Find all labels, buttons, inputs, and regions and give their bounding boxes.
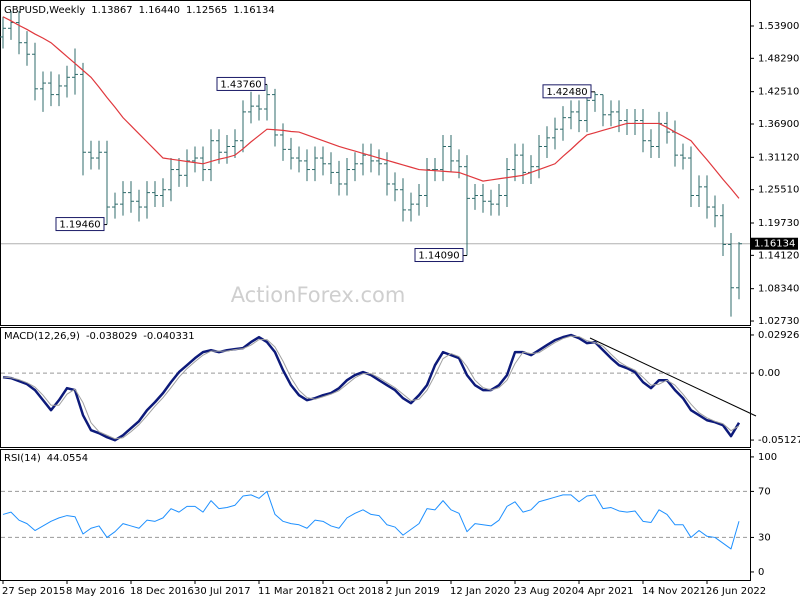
moving-average: [2, 16, 740, 199]
y-tick-label: 1.02730: [758, 316, 799, 327]
panel-title: RSI(14): [4, 453, 41, 464]
x-tick-label: 8 May 2016: [66, 586, 125, 597]
x-tick-label: 11 Mar 2018: [258, 586, 321, 597]
y-tick-label: 1.25510: [758, 185, 799, 196]
header-value: 1.16440: [139, 5, 180, 16]
header-value: 1.13867: [91, 5, 132, 16]
y-tick-label: 0: [758, 567, 764, 578]
x-tick-label: 4 Apr 2021: [578, 586, 633, 597]
header-value: -0.038029: [86, 331, 137, 342]
header-value: 44.0554: [47, 453, 88, 464]
annotation-label: 1.14090: [418, 251, 459, 262]
x-tick-label: 26 Jun 2022: [706, 586, 766, 597]
y-tick-label: 70: [758, 486, 771, 497]
panel-title: MACD(12,26,9): [4, 331, 80, 342]
y-tick-label: -0.051279: [758, 435, 800, 446]
y-tick-label: 1.14120: [758, 250, 799, 261]
y-tick-label: 1.19730: [758, 218, 799, 229]
x-tick-label: 2 Jun 2019: [386, 586, 440, 597]
last-price-box: [751, 237, 798, 250]
header-value: 1.12565: [186, 5, 227, 16]
panel-header: RSI(14) 44.0554: [4, 453, 88, 464]
y-tick-label: 30: [758, 532, 771, 543]
rsi-panel: [0, 449, 751, 581]
annotation-box: [216, 76, 266, 91]
indicator-line: [2, 335, 740, 440]
annotation-box: [55, 217, 105, 232]
indicator-line: [2, 490, 740, 550]
x-tick-label: 14 Nov 2021: [642, 586, 706, 597]
x-tick-label: 18 Dec 2016: [130, 586, 194, 597]
macd-trendline: [589, 337, 757, 417]
x-tick-label: 23 Aug 2020: [514, 586, 578, 597]
macd-panel: [0, 327, 751, 448]
y-tick-label: 0.00: [758, 368, 780, 379]
panel-header: GBPUSD,Weekly 1.13867 1.16440 1.12565 1.1613…: [4, 5, 275, 16]
y-tick-label: 1.53900: [758, 21, 799, 32]
panel-header: MACD(12,26,9) -0.038029 -0.040331: [4, 331, 195, 342]
x-tick-label: 12 Jan 2020: [450, 586, 510, 597]
x-tick-label: 27 Sep 2015: [2, 586, 65, 597]
annotation-label: 1.19460: [59, 220, 100, 231]
header-value: 1.16134: [233, 5, 274, 16]
indicator-line: [2, 333, 741, 442]
y-tick-label: 1.08340: [758, 284, 799, 295]
annotation-label: 1.42480: [546, 87, 587, 98]
y-tick-label: 1.42510: [758, 87, 799, 98]
y-tick-label: 1.31120: [758, 152, 799, 163]
price-panel: [0, 0, 751, 326]
x-tick-label: 21 Oct 2018: [322, 586, 384, 597]
annotation-box: [542, 84, 592, 99]
header-value: -0.040331: [143, 331, 194, 342]
annotation-label: 1.43760: [220, 79, 261, 90]
y-tick-label: 0.029261: [758, 330, 800, 341]
annotation-box: [414, 248, 464, 263]
x-tick-label: 30 Jul 2017: [194, 586, 251, 597]
y-tick-label: 1.36900: [758, 119, 799, 130]
chart-layer: GBPUSD,Weekly 1.13867 1.16440 1.12565 1.1613…: [0, 5, 800, 597]
last-price-label: 1.16134: [754, 239, 795, 250]
y-tick-label: 100: [758, 452, 777, 463]
panel-title: GBPUSD,Weekly: [4, 5, 85, 16]
watermark: ActionForex.com: [231, 283, 406, 307]
y-tick-label: 1.48290: [758, 53, 799, 64]
